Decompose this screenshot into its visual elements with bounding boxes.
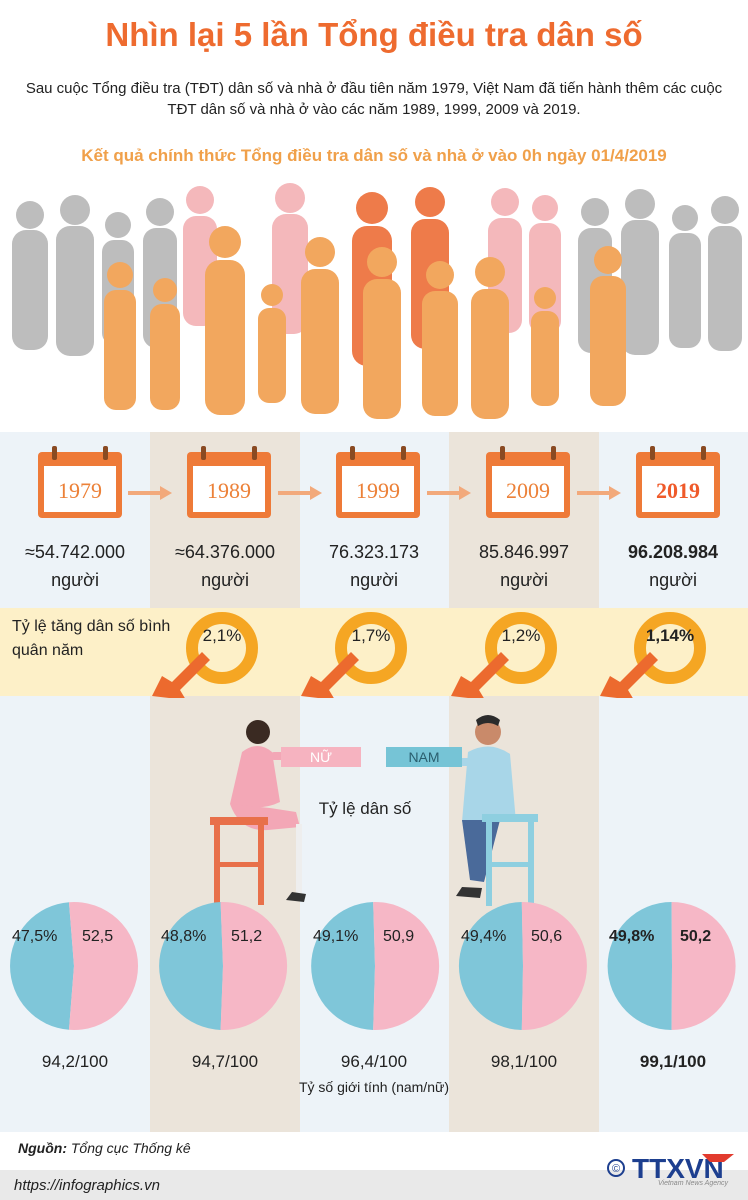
crowd-illustration [12,183,742,419]
population-value: ≈54.742.000 người [25,542,125,590]
population-value: 96.208.984 người [627,542,719,590]
growth-gauge [152,612,258,698]
year-label: 1999 [356,478,400,503]
growth-gauge [600,612,706,698]
female-percent: 51,2 [231,928,263,945]
female-percent: 50,9 [383,928,415,945]
sex-ratio-value: 96,4/100 [340,1052,408,1071]
growth-rate-value: 2,1% [202,626,242,645]
year-label: 1979 [58,478,102,503]
growth-gauge [451,612,557,698]
pie-slice-male [311,902,375,1030]
sex-ratio-value: 94,7/100 [191,1052,259,1071]
intro-text: Sau cuộc Tổng điều tra (TĐT) dân số và n… [25,80,723,118]
timeline-arrows [128,486,621,500]
footer-bar [0,1170,748,1200]
ratio-label: Tỷ lệ dân số [318,799,412,818]
svg-text:©: © [612,1163,620,1175]
pie-slice-male [607,902,672,1030]
sex-ratio-pie [10,902,139,1030]
sex-ratio-pie [458,902,587,1030]
population-value: 85.846.997 người [478,542,570,590]
pie-slice-female [373,902,440,1030]
female-percent: 52,5 [82,928,114,945]
man-woman-illustration [210,715,538,906]
source-text: Tổng cục Thống kê [70,1140,191,1156]
ttxvn-logo-subtitle: Vietnam News Agency [657,1180,729,1187]
sex-ratio-note: Tỷ số giới tính (nam/nữ) [298,1079,450,1095]
pie-slice-female [521,902,587,1030]
sex-ratio-value: 94,2/100 [41,1052,109,1071]
population-value: 76.323.173 người [328,542,420,590]
calendar-icon [38,446,122,518]
male-percent: 49,8% [609,928,655,945]
sex-ratio-pie [311,902,440,1030]
subtitle: Kết quả chính thức Tổng điều tra dân số … [81,146,667,165]
sex-ratio-value: 98,1/100 [490,1052,558,1071]
calendar-icon [636,446,720,518]
male-percent: 47,5% [12,928,58,945]
pie-slice-female [68,902,139,1030]
growth-rate-value: 1,14% [645,626,695,645]
female-percent: 50,2 [680,928,712,945]
ttxvn-logo: © TTXVN [607,1153,734,1184]
sex-ratio-value: 99,1/100 [639,1052,707,1071]
year-label: 2019 [656,478,700,503]
sex-ratio-pie [607,902,736,1030]
growth-rate-label: Tỷ lệ tăng dân số bình quân năm [12,618,171,659]
sex-ratio-pie [159,902,288,1030]
year-label: 1989 [207,478,251,503]
female-tag: NỮ [281,747,361,767]
source-label: Nguồn: [18,1140,67,1156]
source-line: Nguồn: Tổng cục Thống kê [18,1140,191,1156]
female-percent: 50,6 [531,928,563,945]
pie-slice-female [671,902,736,1030]
page-title: Nhìn lại 5 lần Tổng điều tra dân số [105,16,643,53]
population-value: ≈64.376.000 người [175,542,275,590]
male-percent: 49,1% [313,928,359,945]
calendar-icon [336,446,420,518]
male-percent: 48,8% [161,928,207,945]
pie-slice-male [458,902,523,1030]
year-label: 2009 [506,478,550,503]
growth-rate-value: 1,7% [351,626,391,645]
growth-rate-value: 1,2% [501,626,541,645]
calendar-icon [187,446,271,518]
male-tag: NAM [386,747,462,767]
male-percent: 49,4% [461,928,507,945]
growth-gauge [301,612,407,698]
pie-slice-female [220,902,288,1030]
pie-slice-male [10,902,74,1030]
calendar-icon [486,446,570,518]
site-url[interactable]: https://infographics.vn [14,1177,160,1194]
pie-slice-male [159,902,223,1030]
